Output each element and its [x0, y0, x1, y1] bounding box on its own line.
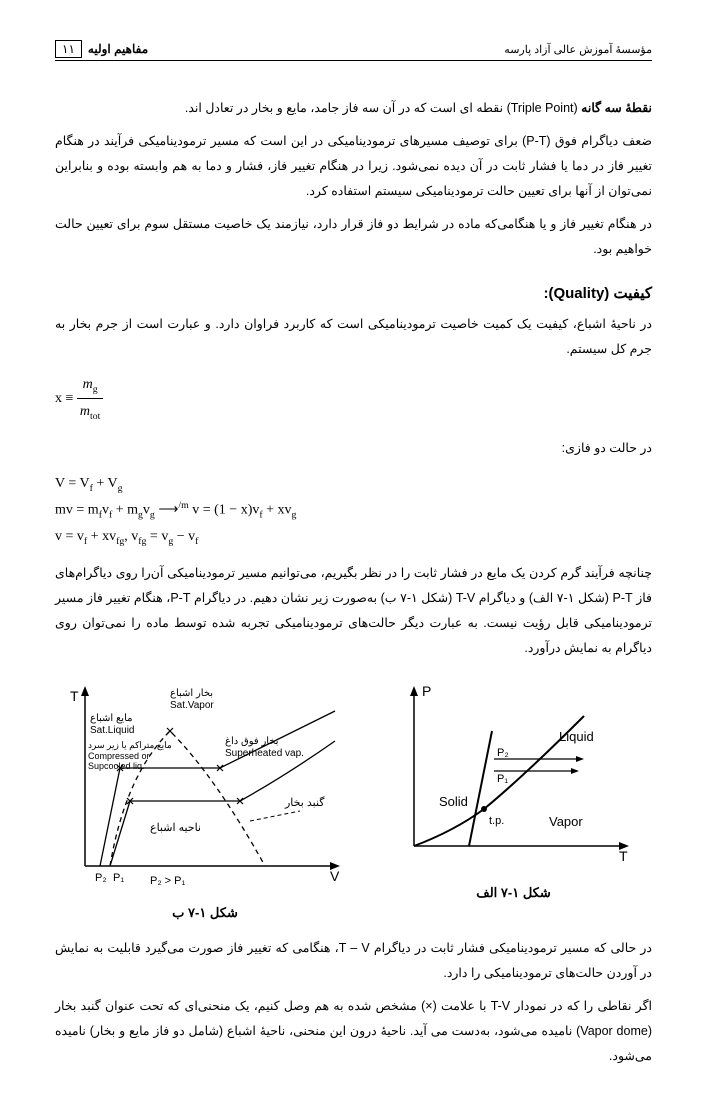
- pt-caption: شکل ۱-۷ الف: [375, 885, 652, 901]
- quality-heading: کیفیت (Quality):: [55, 284, 652, 302]
- tv-satliq: Sat.Liquid: [90, 725, 134, 736]
- diagrams-row: P T t.p. P₂ P₁ Liquid Soli: [55, 676, 652, 921]
- quality-title-fa: کیفیت: [613, 285, 652, 302]
- page-header: مؤسسۀ آموزش عالی آزاد پارسه مفاهیم اولیه…: [55, 40, 652, 61]
- tv-caption: شکل ۱-۷ ب: [55, 905, 355, 921]
- two-phase-label: در حالت دو فازی:: [55, 436, 652, 461]
- pt-p1: P₁: [497, 773, 508, 785]
- tv-satregion: ناحیه اشباع: [150, 822, 201, 834]
- tv-x-label: V: [330, 868, 340, 884]
- weakness-para-2: در هنگام تغییر فاز و یا هنگامی‌که ماده د…: [55, 212, 652, 262]
- tv-p1: P₁: [113, 872, 124, 884]
- tv-compressed-fa: مایع متراکم یا زیر سرد: [88, 740, 172, 751]
- pt-x-label: T: [619, 848, 628, 864]
- pt-liquid: Liquid: [559, 729, 594, 744]
- pt-y-label: P: [422, 683, 431, 699]
- pt-p2: P₂: [497, 747, 509, 759]
- figure-tv: T V مایع اشباع Sat.Liquid بخار ا: [55, 676, 355, 921]
- pt-solid: Solid: [439, 794, 468, 809]
- quality-intro: در ناحیۀ اشباع، کیفیت یک کمیت خاصیت ترمو…: [55, 312, 652, 362]
- triple-point-term-en: (Triple Point): [507, 101, 578, 115]
- header-left: مفاهیم اولیه ۱۱: [55, 40, 148, 58]
- chapter-title: مفاهیم اولیه: [88, 42, 148, 56]
- tv-superheated-fa: بخار فوق داغ: [225, 736, 279, 747]
- after-fig-1: در حالی که مسیر ترمودینامیکی فشار ثابت د…: [55, 936, 652, 986]
- pt-diagram-svg: P T t.p. P₂ P₁ Liquid Soli: [384, 676, 644, 876]
- quality-title-en: (Quality): [548, 285, 609, 302]
- weakness-para: ضعف دیاگرام فوق (P-T) برای توصیف مسیرهای…: [55, 129, 652, 204]
- tv-p2gtp1: P₂ > P₁: [150, 875, 185, 887]
- triple-point-para: نقطۀ سه گانه (Triple Point) نقطه ای است …: [55, 96, 652, 121]
- tv-p2: P₂: [95, 872, 107, 884]
- process-para: چنانچه فرآیند گرم کردن یک مایع در فشار ث…: [55, 561, 652, 661]
- triple-point-def: نقطه ای است که در آن سه فاز جامد، مایع و…: [185, 101, 503, 115]
- quality-formula: x ≡ mgmtot: [55, 372, 652, 426]
- pt-vapor: Vapor: [549, 814, 583, 829]
- tv-satvap-fa: بخار اشباع: [170, 688, 213, 699]
- figure-pt: P T t.p. P₂ P₁ Liquid Soli: [375, 676, 652, 921]
- pt-tplabel: t.p.: [489, 815, 504, 827]
- page-number: ۱۱: [55, 40, 82, 58]
- tv-dome: گنبد بخار: [284, 796, 325, 809]
- tv-compressed1: Compressed or: [88, 751, 150, 761]
- after-fig-2: اگر نقاطی را که در نمودار T-V با علامت (…: [55, 994, 652, 1069]
- tv-satliq-fa: مایع اشباع: [90, 713, 132, 724]
- institute-name: مؤسسۀ آموزش عالی آزاد پارسه: [504, 43, 652, 56]
- tv-satvap: Sat.Vapor: [170, 700, 214, 711]
- tv-y-label: T: [70, 688, 79, 704]
- two-phase-formulas: V = Vf + Vg mv = mfvf + mgvg ⟶/m v = (1 …: [55, 471, 652, 551]
- tv-compressed2: Supcooled liq.: [88, 761, 145, 771]
- tv-superheated: Superheated vap.: [225, 748, 304, 759]
- tv-diagram-svg: T V مایع اشباع Sat.Liquid بخار ا: [55, 676, 355, 896]
- triple-point-term-fa: نقطۀ سه گانه: [581, 101, 652, 115]
